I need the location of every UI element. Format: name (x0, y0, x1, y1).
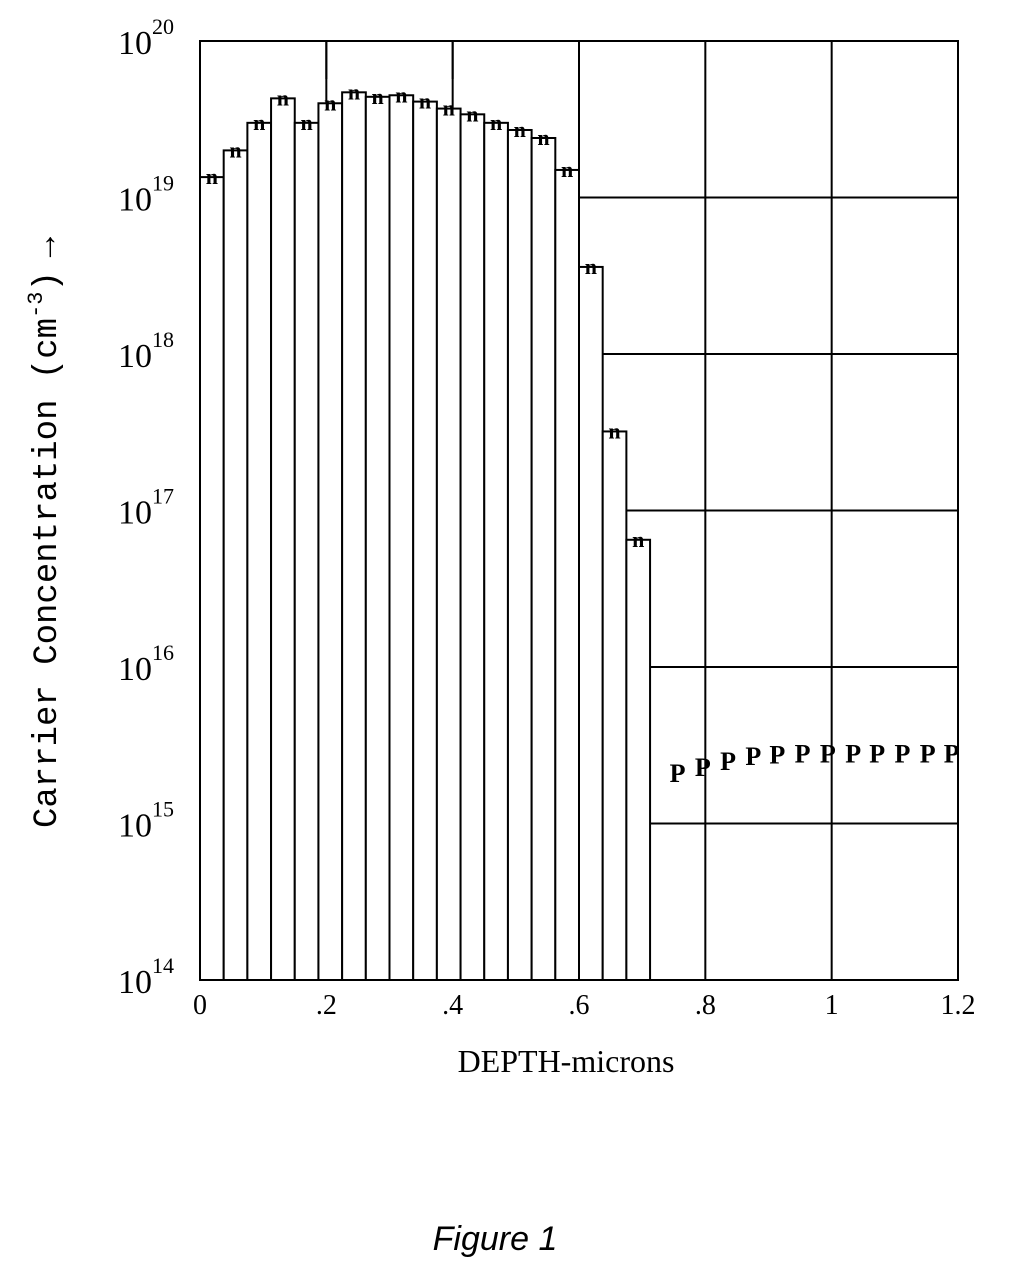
y-tick-mantissa: 10 (118, 25, 152, 62)
n-marker: n (490, 110, 502, 135)
y-tick-exponent: 17 (152, 484, 174, 509)
y-axis-label-close: ) (29, 271, 67, 291)
n-marker: n (324, 90, 336, 115)
p-marker: P (769, 741, 785, 770)
n-marker: n (348, 79, 360, 104)
n-bar (412, 100, 438, 982)
p-marker: P (845, 740, 861, 769)
p-marker: P (670, 759, 686, 788)
n-bar (459, 113, 486, 981)
y-tick-mantissa: 10 (118, 964, 152, 1001)
n-bar (483, 121, 509, 982)
y-axis-label: Carrier Concentration (cm-3) → (24, 236, 67, 828)
n-bar (341, 91, 367, 981)
n-bar (388, 94, 415, 982)
y-axis-label-group: Carrier Concentration (cm-3) → (24, 236, 67, 828)
x-tick-label: .2 (316, 990, 337, 1021)
x-tick-label: .8 (695, 990, 716, 1021)
x-tick-label: 1 (825, 990, 839, 1021)
n-bar (625, 538, 652, 981)
y-tick-exponent: 15 (152, 797, 174, 822)
y-tick-exponent: 20 (152, 14, 174, 39)
n-marker: n (632, 527, 644, 552)
y-tick-mantissa: 10 (118, 808, 152, 845)
n-bar (554, 168, 580, 981)
y-tick-mantissa: 10 (118, 338, 152, 375)
n-bar (222, 149, 249, 982)
y-axis-arrow-icon: → (29, 236, 67, 257)
figure-caption: Figure 1 (433, 1220, 558, 1258)
y-tick-exponent: 14 (152, 953, 174, 978)
p-marker: P (820, 740, 836, 769)
n-marker: n (229, 137, 241, 162)
n-bar (578, 265, 604, 981)
n-marker: n (585, 254, 597, 279)
x-tick-label: 1.2 (941, 990, 976, 1021)
y-axis-label-exponent: -3 (24, 292, 49, 318)
n-bar (364, 95, 391, 981)
n-bar (199, 176, 225, 981)
y-tick-label: 1019 (118, 171, 174, 219)
n-marker: n (372, 84, 384, 109)
n-marker: n (561, 157, 573, 182)
n-bar (506, 128, 533, 981)
n-bar (270, 97, 296, 982)
n-bar (530, 136, 557, 981)
y-tick-label: 1016 (118, 640, 174, 688)
p-marker: P (720, 747, 736, 776)
n-bar (601, 430, 628, 981)
p-marker: P (920, 740, 936, 769)
n-bar (317, 102, 344, 982)
y-tick-label: 1015 (118, 797, 174, 845)
p-marker: P (695, 753, 711, 782)
y-tick-label: 1017 (118, 484, 174, 532)
p-marker: P (745, 742, 761, 771)
n-marker: n (253, 110, 265, 135)
n-bar (293, 121, 320, 982)
p-marker: P (944, 740, 960, 769)
p-marker: P (869, 740, 885, 769)
x-tick-labels: 0 .2 .4 .6 .8 1 1.2 (193, 990, 976, 1021)
y-tick-exponent: 18 (152, 327, 174, 352)
y-tick-label: 1020 (118, 14, 174, 62)
y-tick-exponent: 19 (152, 171, 174, 196)
x-tick-label: .4 (442, 990, 463, 1021)
p-marker: P (894, 740, 910, 769)
y-axis-label-base: Carrier Concentration (cm (29, 318, 67, 828)
n-marker: n (466, 101, 478, 126)
n-marker: n (443, 96, 455, 121)
y-tick-label: 1014 (118, 953, 174, 1001)
n-marker: n (395, 82, 407, 107)
p-marker: P (795, 740, 811, 769)
x-tick-label: 0 (193, 990, 207, 1021)
n-marker: n (514, 117, 526, 142)
y-tick-mantissa: 10 (118, 495, 152, 532)
n-bar (435, 107, 462, 982)
n-marker: n (537, 125, 549, 150)
plot-frame (199, 40, 959, 981)
x-axis-label: DEPTH-microns (458, 1043, 675, 1079)
n-marker: n (419, 89, 431, 114)
y-tick-exponent: 16 (152, 640, 174, 665)
n-marker: n (277, 85, 289, 110)
y-tick-mantissa: 10 (118, 182, 152, 219)
n-marker: n (300, 110, 312, 135)
n-bar (246, 121, 273, 982)
n-marker: n (608, 418, 620, 443)
x-tick-label: .6 (569, 990, 590, 1021)
n-marker: n (206, 164, 218, 189)
y-tick-label: 1018 (118, 327, 174, 375)
y-tick-mantissa: 10 (118, 651, 152, 688)
